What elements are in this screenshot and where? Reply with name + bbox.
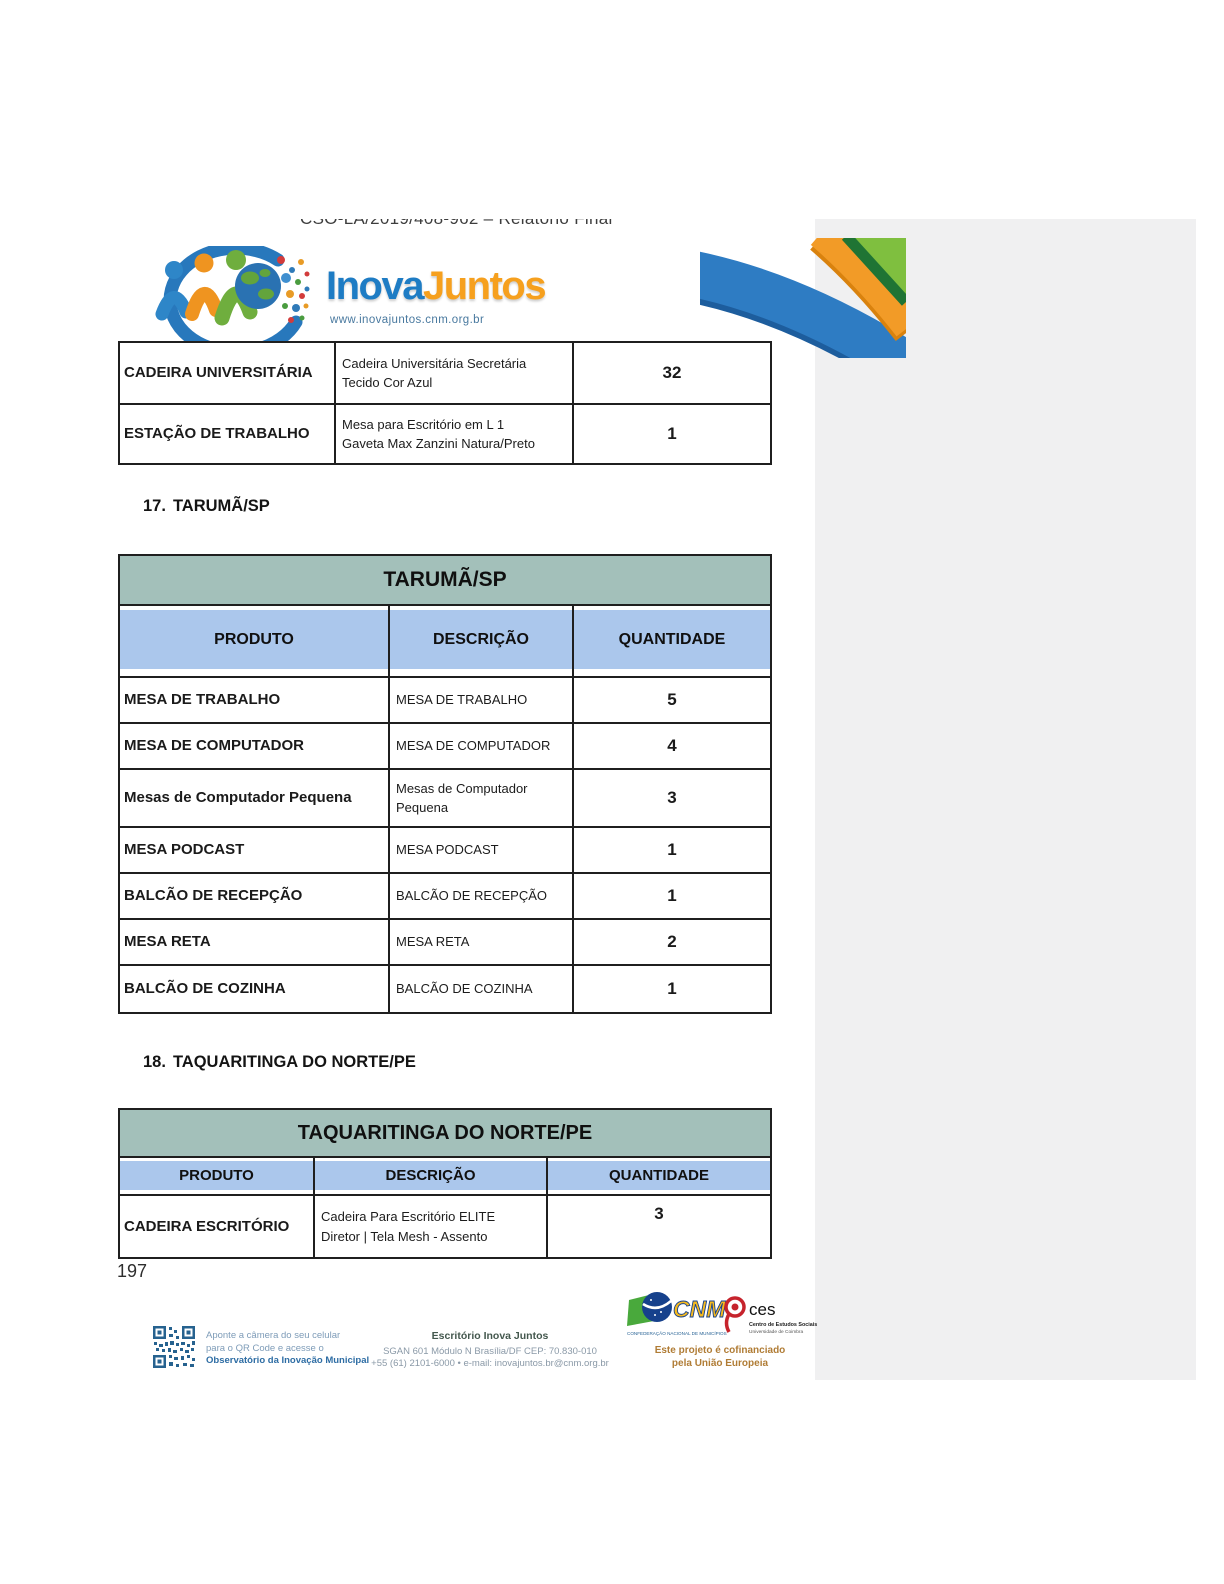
page-number: 197 — [117, 1261, 148, 1281]
wordmark-juntos: Juntos — [422, 264, 547, 308]
description-cell: MESA DE TRABALHO — [390, 678, 574, 722]
cnm-logo: CNM CONFEDERAÇÃO NACIONAL DE MUNICÍPIOS — [626, 1290, 728, 1340]
office-info: Escritório Inova Juntos SGAN 601 Módulo … — [352, 1330, 628, 1370]
table-title: TAQUARITINGA DO NORTE/PE — [120, 1110, 770, 1158]
product-cell: BALCÃO DE COZINHA — [120, 966, 390, 1012]
table-row: CADEIRA ESCRITÓRIO Cadeira Para Escritór… — [120, 1196, 770, 1257]
product-cell: BALCÃO DE RECEPÇÃO — [120, 874, 390, 918]
office-address: SGAN 601 Módulo N Brasília/DF CEP: 70.83… — [383, 1346, 597, 1357]
funding-line2: pela União Europeia — [671, 1358, 769, 1369]
taruma-table: TARUMÃ/SP PRODUTO DESCRIÇÃO QUANTIDADE M… — [118, 554, 772, 1014]
funding-note: Este projeto é cofinanciado pela União E… — [638, 1344, 802, 1370]
quantity-cell: 32 — [662, 363, 682, 382]
office-contact: +55 (61) 2101-6000 • e-mail: inovajuntos… — [371, 1358, 609, 1369]
product-cell: MESA DE TRABALHO — [120, 678, 390, 722]
table-header-row: PRODUTO DESCRIÇÃO QUANTIDADE — [120, 1158, 770, 1196]
header-label: QUANTIDADE — [574, 610, 770, 669]
header-label: DESCRIÇÃO — [390, 610, 572, 669]
quantity-cell: 3 — [667, 788, 677, 807]
product-cell: MESA RETA — [120, 920, 390, 964]
qr-caption-line2: para o QR Code e acesse o — [206, 1342, 324, 1354]
product-cell: MESA DE COMPUTADOR — [120, 724, 390, 768]
header-cell: DESCRIÇÃO — [315, 1158, 548, 1194]
section-title: TARUMÃ/SP — [172, 497, 270, 515]
section-heading-17: 17. TARUMÃ/SP — [143, 497, 270, 516]
description-cell: MESA DE COMPUTADOR — [390, 724, 574, 768]
table-row: MESA RETA MESA RETA 2 — [120, 920, 770, 966]
qr-caption-observatorio: Observatório da Inovação Municipal — [206, 1355, 370, 1366]
swoosh-graphic-icon — [700, 238, 906, 358]
stray-period-mark: . — [164, 332, 168, 349]
description-cell: Cadeira Universitária Secretária Tecido … — [336, 343, 574, 403]
header-label: PRODUTO — [120, 1161, 313, 1190]
qr-caption: Aponte a câmera do seu celular para o QR… — [206, 1330, 446, 1368]
description-cell: BALCÃO DE RECEPÇÃO — [390, 874, 574, 918]
header-cell: PRODUTO — [120, 1158, 315, 1194]
header-label: PRODUTO — [120, 610, 388, 669]
inovajuntos-wordmark: InovaJuntos — [326, 264, 547, 309]
doc-reference-text: CSO-LA/2019/408-962 – Relatório Final — [300, 219, 646, 229]
inovajuntos-logo-icon — [138, 241, 310, 359]
section-title: TAQUARITINGA DO NORTE/PE — [172, 1053, 416, 1071]
description-cell: Cadeira Para Escritório ELITE Diretor | … — [315, 1196, 548, 1257]
table-row: Mesas de Computador Pequena Mesas de Com… — [120, 770, 770, 828]
table-row: ESTAÇÃO DE TRABALHO Mesa para Escritório… — [120, 405, 770, 463]
quantity-cell: 1 — [667, 840, 677, 859]
header-label: QUANTIDADE — [548, 1161, 770, 1190]
section-heading-18: 18. TAQUARITINGA DO NORTE/PE — [143, 1053, 416, 1072]
section-number: 18. — [143, 1053, 166, 1071]
product-cell: CADEIRA UNIVERSITÁRIA — [120, 343, 336, 403]
table-row: BALCÃO DE RECEPÇÃO BALCÃO DE RECEPÇÃO 1 — [120, 874, 770, 920]
wordmark-inova: Inova — [326, 264, 424, 308]
header-cell: DESCRIÇÃO — [390, 606, 574, 676]
product-cell: CADEIRA ESCRITÓRIO — [120, 1196, 315, 1257]
quantity-cell: 3 — [654, 1204, 664, 1223]
table-title: TARUMÃ/SP — [120, 556, 770, 606]
header-cell: PRODUTO — [120, 606, 390, 676]
table-header-row: PRODUTO DESCRIÇÃO QUANTIDADE — [120, 606, 770, 678]
logo-website-url: www.inovajuntos.cnm.org.br — [330, 314, 485, 326]
qr-code-icon — [153, 1326, 195, 1368]
description-cell: MESA PODCAST — [390, 828, 574, 872]
quantity-cell: 4 — [667, 736, 677, 755]
product-cell: MESA PODCAST — [120, 828, 390, 872]
doc-reference-clipped: CSO-LA/2019/408-962 – Relatório Final — [300, 219, 646, 232]
table-row: CADEIRA UNIVERSITÁRIA Cadeira Universitá… — [120, 343, 770, 405]
qr-code — [152, 1325, 196, 1369]
description-cell: MESA RETA — [390, 920, 574, 964]
product-cell: Mesas de Computador Pequena — [120, 770, 390, 826]
quantity-cell: 5 — [667, 690, 677, 709]
description-cell: Mesas de Computador Pequena — [390, 770, 574, 826]
ces-line1: Centro de Estudos Sociais — [749, 1322, 817, 1328]
product-cell: ESTAÇÃO DE TRABALHO — [120, 405, 336, 463]
funding-line1: Este projeto é cofinanciado — [654, 1345, 786, 1356]
table-row: BALCÃO DE COZINHA BALCÃO DE COZINHA 1 — [120, 966, 770, 1012]
office-name: Escritório Inova Juntos — [431, 1330, 549, 1342]
header-cell: QUANTIDADE — [548, 1158, 770, 1194]
ces-logo: ces Centro de Estudos Sociais Universida… — [722, 1292, 886, 1346]
taquaritinga-table: TAQUARITINGA DO NORTE/PE PRODUTO DESCRIÇ… — [118, 1108, 772, 1259]
table-row: MESA DE COMPUTADOR MESA DE COMPUTADOR 4 — [120, 724, 770, 770]
continuation-table: CADEIRA UNIVERSITÁRIA Cadeira Universitá… — [118, 341, 772, 465]
quantity-cell: 1 — [667, 979, 677, 998]
header-label: DESCRIÇÃO — [315, 1161, 546, 1190]
ces-line2: Universidade de Coimbra — [749, 1329, 803, 1335]
cnm-subtitle: CONFEDERAÇÃO NACIONAL DE MUNICÍPIOS — [627, 1330, 727, 1336]
quantity-cell: 1 — [667, 424, 677, 443]
quantity-cell: 2 — [667, 932, 677, 951]
description-cell: BALCÃO DE COZINHA — [390, 966, 574, 1012]
table-row: MESA PODCAST MESA PODCAST 1 — [120, 828, 770, 874]
right-margin-panel — [815, 219, 1196, 1380]
table-row: MESA DE TRABALHO MESA DE TRABALHO 5 — [120, 678, 770, 724]
ces-wordmark: ces — [749, 1300, 775, 1319]
qr-caption-line1: Aponte a câmera do seu celular — [206, 1330, 341, 1341]
header-cell: QUANTIDADE — [574, 606, 770, 676]
cnm-wordmark: CNM — [673, 1296, 726, 1322]
section-number: 17. — [143, 497, 166, 515]
corner-swoosh-decoration — [700, 238, 906, 358]
quantity-cell: 1 — [667, 886, 677, 905]
description-cell: Mesa para Escritório em L 1 Gaveta Max Z… — [336, 405, 574, 463]
